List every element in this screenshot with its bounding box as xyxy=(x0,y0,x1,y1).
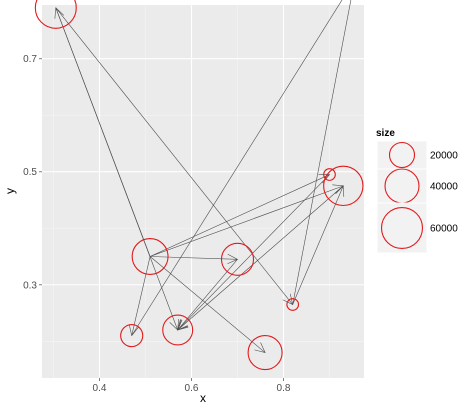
y-tick-label: 0.3 xyxy=(23,280,37,291)
arrow-line xyxy=(149,256,266,353)
grid-layer xyxy=(42,5,364,378)
legend-label: 40000 xyxy=(430,182,458,193)
x-tick-label: 0.6 xyxy=(185,383,199,394)
legend-title: size xyxy=(376,128,395,139)
arrow-line xyxy=(292,185,344,305)
arrow-line xyxy=(131,256,151,336)
x-axis-title: x xyxy=(200,391,206,405)
arrow-head xyxy=(334,185,345,197)
data-point xyxy=(162,314,194,346)
point-layer xyxy=(34,0,364,371)
arrow-head xyxy=(254,342,266,354)
data-point xyxy=(247,335,283,371)
legend-key-symbol xyxy=(380,206,424,250)
data-point xyxy=(220,242,255,276)
tick-layer: 0.4 0.6 0.8 0.3 0.5 0.7 xyxy=(23,54,291,394)
data-point xyxy=(286,298,300,311)
legend-label: 20000 xyxy=(430,151,458,162)
data-point xyxy=(34,0,77,29)
legend-keys: 20000 40000 60000 xyxy=(376,140,458,254)
x-tick-label: 0.4 xyxy=(93,383,107,394)
legend-key-symbol xyxy=(388,141,416,169)
legend-key-box xyxy=(376,202,428,254)
data-point xyxy=(131,238,169,275)
arrow-line xyxy=(177,174,330,331)
plot-panel xyxy=(42,5,364,378)
y-tick-label: 0.5 xyxy=(23,167,37,178)
arrow-line xyxy=(150,256,238,260)
data-point xyxy=(323,165,364,207)
arrow-line xyxy=(55,7,151,257)
arrow-line xyxy=(149,174,330,257)
arrow-head xyxy=(177,319,188,331)
arrow-line xyxy=(149,185,344,257)
y-axis-title: y xyxy=(3,188,17,194)
data-point xyxy=(323,168,336,181)
arrow-line xyxy=(177,185,344,331)
x-tick-label: 0.8 xyxy=(277,383,291,394)
arrow-line xyxy=(131,0,343,336)
legend: size 20000 40000 60000 xyxy=(376,128,458,254)
legend-key-box xyxy=(376,140,428,170)
data-point xyxy=(120,324,144,348)
arrow-line xyxy=(292,0,352,305)
legend-label: 60000 xyxy=(430,224,458,235)
y-tick-label: 0.7 xyxy=(23,54,37,65)
arrow-head xyxy=(54,7,64,19)
